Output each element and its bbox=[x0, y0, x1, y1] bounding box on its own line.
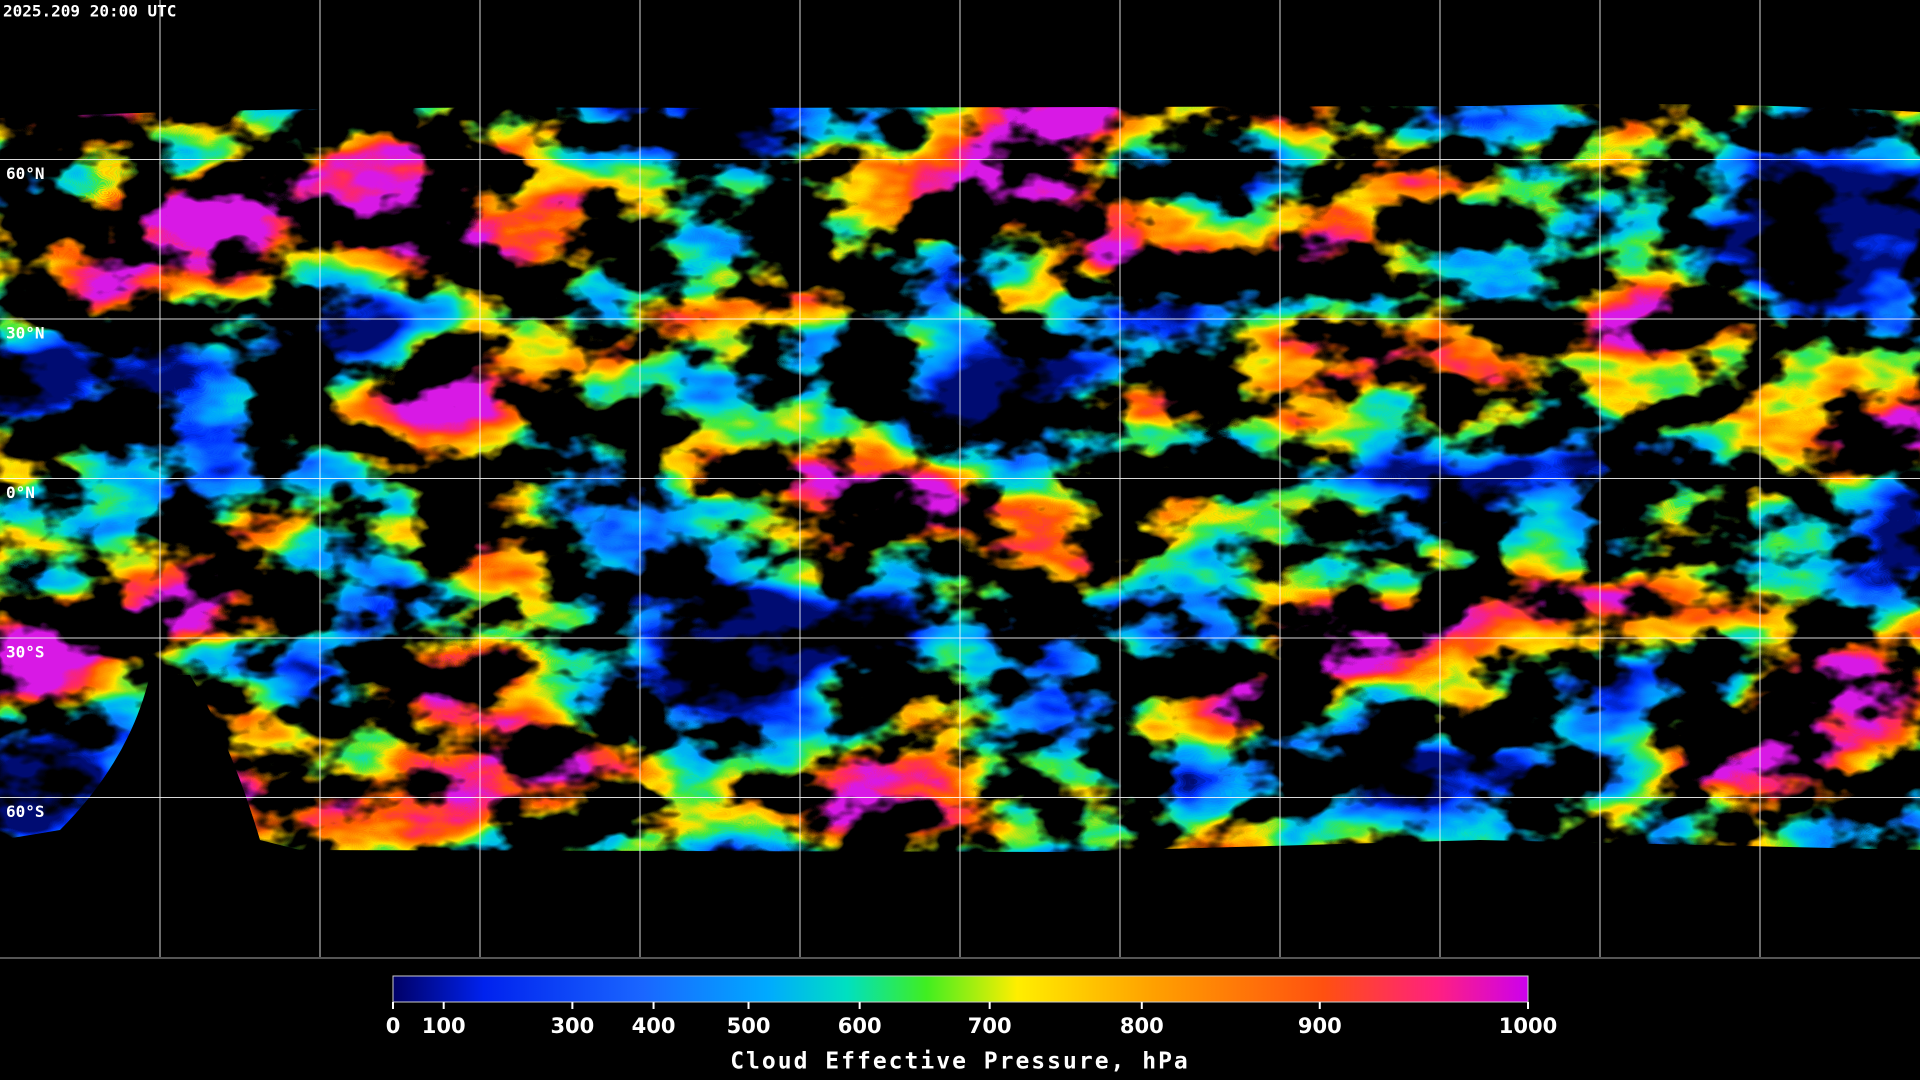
lat-label: 0°N bbox=[6, 483, 35, 502]
map-border bbox=[0, 957, 1920, 959]
colorbar-tick-label: 0 bbox=[386, 1014, 401, 1038]
graticule bbox=[0, 0, 1920, 957]
colorbar-tick-label: 1000 bbox=[1499, 1014, 1557, 1038]
colorbar-tick-label: 700 bbox=[968, 1014, 1012, 1038]
colorbar bbox=[392, 975, 1529, 1003]
colorbar-tick-label: 900 bbox=[1298, 1014, 1342, 1038]
colorbar-tick-label: 400 bbox=[632, 1014, 676, 1038]
colorbar-tick-label: 300 bbox=[550, 1014, 594, 1038]
colorbar-tick-label: 100 bbox=[422, 1014, 466, 1038]
lat-label: 60°S bbox=[6, 802, 45, 821]
lat-label: 30°S bbox=[6, 643, 45, 662]
colorbar-title: Cloud Effective Pressure, hPa bbox=[730, 1049, 1190, 1075]
lat-label: 30°N bbox=[6, 324, 45, 343]
colorbar-tick-label: 500 bbox=[727, 1014, 771, 1038]
colorbar-tick-label: 600 bbox=[838, 1014, 882, 1038]
lat-label: 60°N bbox=[6, 164, 45, 183]
colorbar-tick-label: 800 bbox=[1120, 1014, 1164, 1038]
timestamp: 2025.209 20:00 UTC bbox=[3, 2, 176, 21]
